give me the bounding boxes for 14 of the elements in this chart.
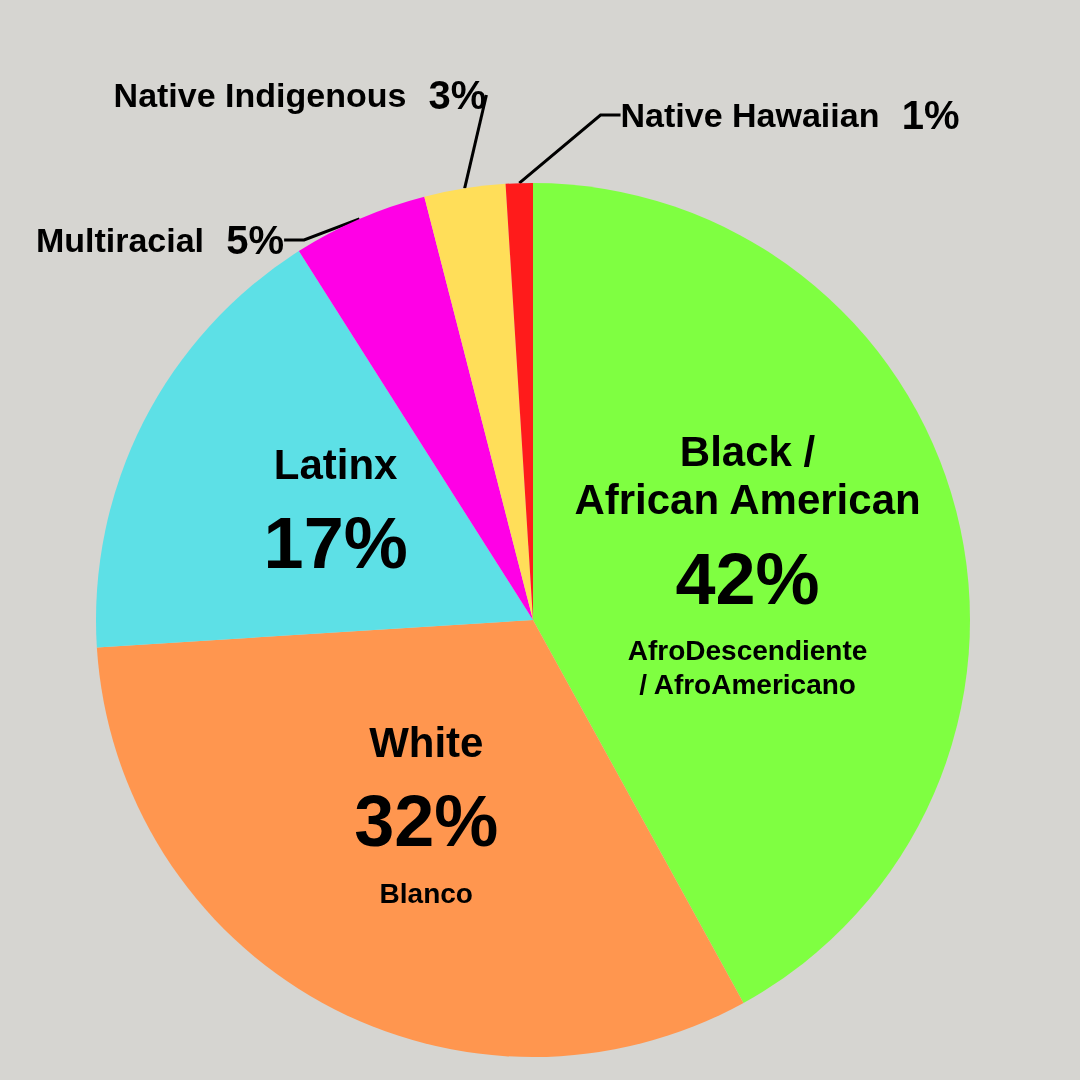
slice-label: Multiracial: [35, 221, 205, 259]
text: AfroDescendiente / AfroAmericano: [627, 635, 868, 701]
data-label: 17%: [263, 503, 408, 584]
data-label: 5%: [204, 218, 285, 262]
text: Blanco: [379, 877, 473, 909]
data-label: 32%: [354, 781, 499, 862]
slice-label: Native Hawaiian: [620, 96, 880, 134]
data-label: 1%: [879, 93, 960, 137]
slice-label: White: [369, 718, 484, 766]
slice-label: Native Indigenous: [113, 76, 407, 114]
data-label: 3%: [406, 73, 487, 117]
slice-label: Latinx: [273, 440, 399, 488]
data-label: 42%: [675, 538, 820, 619]
slice-label: Black / African American: [574, 428, 921, 524]
